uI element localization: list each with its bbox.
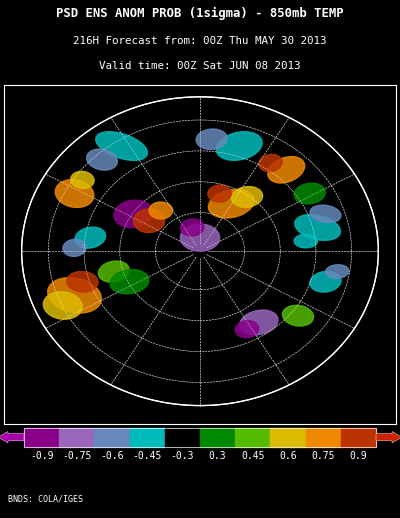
Polygon shape [43, 292, 82, 319]
Polygon shape [133, 209, 165, 233]
Text: -0.6: -0.6 [100, 451, 124, 461]
FancyArrow shape [376, 431, 400, 443]
Polygon shape [55, 180, 94, 207]
Polygon shape [268, 156, 305, 183]
Polygon shape [294, 234, 318, 248]
Text: -0.3: -0.3 [171, 451, 194, 461]
Polygon shape [216, 132, 262, 160]
Polygon shape [310, 271, 341, 292]
Text: 0.3: 0.3 [209, 451, 226, 461]
Polygon shape [48, 278, 102, 313]
Polygon shape [67, 271, 98, 292]
Text: -0.45: -0.45 [132, 451, 162, 461]
Text: Valid time: 00Z Sat JUN 08 2013: Valid time: 00Z Sat JUN 08 2013 [99, 61, 301, 71]
Polygon shape [63, 239, 86, 256]
Bar [94, 428, 130, 447]
Polygon shape [87, 149, 117, 170]
Bar [165, 428, 200, 447]
Polygon shape [71, 171, 94, 189]
Polygon shape [235, 321, 259, 338]
Polygon shape [294, 183, 325, 204]
Bar [341, 428, 376, 447]
Bar [200, 428, 235, 447]
Text: BNDS: COLA/IGES: BNDS: COLA/IGES [8, 494, 83, 503]
Polygon shape [180, 219, 204, 236]
Bar [235, 428, 270, 447]
Polygon shape [208, 185, 231, 202]
FancyArrow shape [0, 431, 24, 443]
Polygon shape [196, 129, 228, 150]
Text: 0.45: 0.45 [241, 451, 264, 461]
Polygon shape [149, 202, 172, 219]
Bar [270, 428, 306, 447]
Text: -0.9: -0.9 [30, 451, 53, 461]
Polygon shape [208, 190, 254, 218]
Bar [59, 428, 94, 447]
Polygon shape [240, 310, 278, 335]
Text: 0.9: 0.9 [350, 451, 367, 461]
Bar [24, 428, 59, 447]
Polygon shape [310, 205, 341, 223]
Polygon shape [259, 154, 282, 171]
Text: 216H Forecast from: 00Z Thu MAY 30 2013: 216H Forecast from: 00Z Thu MAY 30 2013 [73, 36, 327, 46]
Text: PSD ENS ANOM PROB (1sigma) - 850mb TEMP: PSD ENS ANOM PROB (1sigma) - 850mb TEMP [56, 7, 344, 20]
Polygon shape [282, 305, 314, 326]
Polygon shape [326, 265, 349, 278]
Polygon shape [98, 261, 129, 282]
Polygon shape [110, 270, 149, 294]
Polygon shape [75, 227, 106, 248]
Bar [130, 428, 165, 447]
Text: 0.75: 0.75 [312, 451, 335, 461]
Polygon shape [180, 224, 220, 251]
Polygon shape [232, 186, 262, 207]
Text: -0.75: -0.75 [62, 451, 92, 461]
Polygon shape [96, 132, 148, 161]
Polygon shape [114, 200, 153, 227]
Text: 0.6: 0.6 [279, 451, 297, 461]
Polygon shape [295, 214, 340, 240]
Bar [306, 428, 341, 447]
